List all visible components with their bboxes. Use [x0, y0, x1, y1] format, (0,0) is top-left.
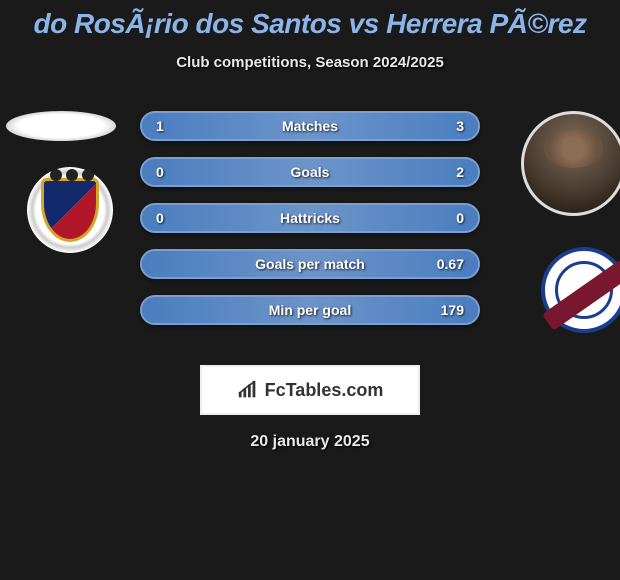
- club-right-crest: [534, 247, 620, 337]
- deportivo-crest-icon: [541, 247, 620, 333]
- date-label: 20 january 2025: [0, 433, 620, 451]
- player-left-avatar: [6, 111, 116, 141]
- stat-row: 1 Matches 3: [140, 111, 480, 141]
- stat-label: Hattricks: [142, 210, 478, 226]
- chart-icon: [237, 380, 259, 400]
- branding-badge: FcTables.com: [200, 365, 420, 415]
- club-left-crest: [20, 167, 120, 257]
- player-right-avatar: [521, 111, 620, 216]
- stat-label: Min per goal: [142, 302, 478, 318]
- stat-right-value: 2: [456, 164, 464, 180]
- stat-right-value: 0: [456, 210, 464, 226]
- comparison-card: do RosÃ¡rio dos Santos vs Herrera PÃ©rez…: [0, 0, 620, 451]
- brand-text: FcTables.com: [265, 380, 384, 401]
- stat-label: Matches: [142, 118, 478, 134]
- subtitle: Club competitions, Season 2024/2025: [0, 54, 620, 71]
- stat-label: Goals per match: [142, 256, 478, 272]
- stat-right-value: 0.67: [437, 256, 464, 272]
- stat-row: Min per goal 179: [140, 295, 480, 325]
- stat-row: 0 Hattricks 0: [140, 203, 480, 233]
- stat-row: Goals per match 0.67: [140, 249, 480, 279]
- stat-rows: 1 Matches 3 0 Goals 2 0 Hattricks 0 Goal…: [140, 111, 480, 341]
- stat-row: 0 Goals 2: [140, 157, 480, 187]
- comparison-content: 1 Matches 3 0 Goals 2 0 Hattricks 0 Goal…: [0, 101, 620, 361]
- stat-right-value: 179: [441, 302, 464, 318]
- levante-crest-icon: [27, 167, 113, 253]
- stat-label: Goals: [142, 164, 478, 180]
- stat-right-value: 3: [456, 118, 464, 134]
- page-title: do RosÃ¡rio dos Santos vs Herrera PÃ©rez: [0, 0, 620, 40]
